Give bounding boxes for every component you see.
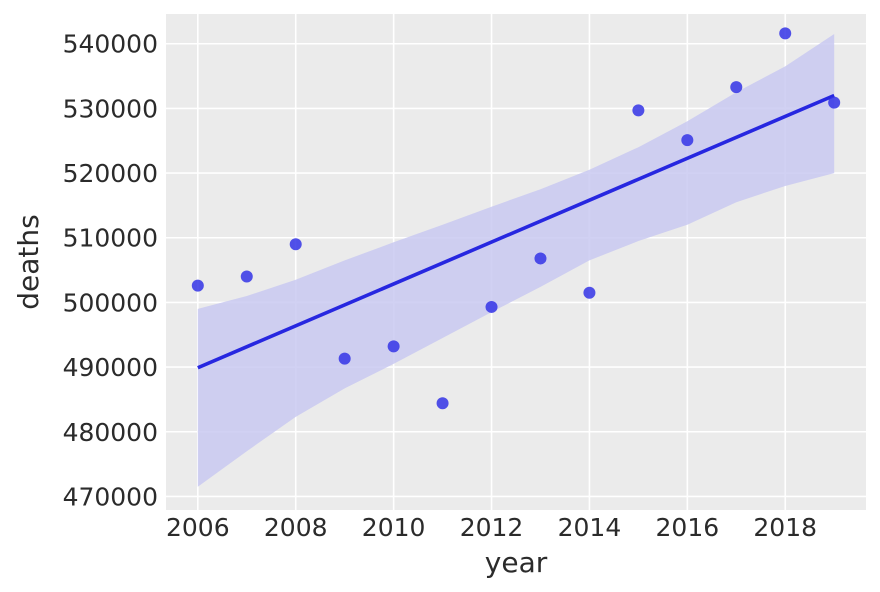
data-point [534, 252, 547, 265]
scatter-points [191, 27, 841, 410]
data-point [632, 104, 645, 117]
y-tick-label: 470000 [63, 482, 158, 511]
y-tick-label: 500000 [63, 288, 158, 317]
data-point [436, 397, 449, 410]
data-point [828, 96, 841, 109]
y-tick-label: 520000 [63, 159, 158, 188]
data-point [485, 300, 498, 313]
y-tick-label: 480000 [63, 418, 158, 447]
y-tick-label: 540000 [63, 30, 158, 59]
regression-line-layer [197, 93, 835, 370]
data-point [338, 352, 351, 365]
x-tick-label: 2008 [264, 513, 328, 542]
data-point [191, 279, 204, 292]
x-tick-label: 2012 [460, 513, 524, 542]
x-axis-title: year [485, 546, 548, 579]
confidence-band-layer [197, 34, 835, 487]
data-point [387, 340, 400, 353]
x-tick-label: 2018 [753, 513, 817, 542]
data-point [730, 81, 743, 94]
data-point [583, 286, 596, 299]
gridlines [166, 14, 866, 510]
data-point [681, 134, 694, 147]
y-tick-label: 530000 [63, 94, 158, 123]
x-tick-label: 2014 [558, 513, 622, 542]
tick-labels: 2006 2008 2010 2012 2014 2016 2018 470000 480000… [63, 30, 817, 542]
x-tick-label: 2010 [362, 513, 426, 542]
data-point [240, 270, 253, 283]
regression-line [197, 93, 835, 370]
x-tick-label: 2016 [656, 513, 720, 542]
data-point [779, 27, 792, 40]
y-tick-label: 510000 [63, 224, 158, 253]
x-tick-label: 2006 [166, 513, 230, 542]
y-tick-label: 490000 [63, 353, 158, 382]
y-axis-title: deaths [12, 214, 45, 309]
confidence-band [197, 34, 835, 487]
data-point [289, 238, 302, 251]
